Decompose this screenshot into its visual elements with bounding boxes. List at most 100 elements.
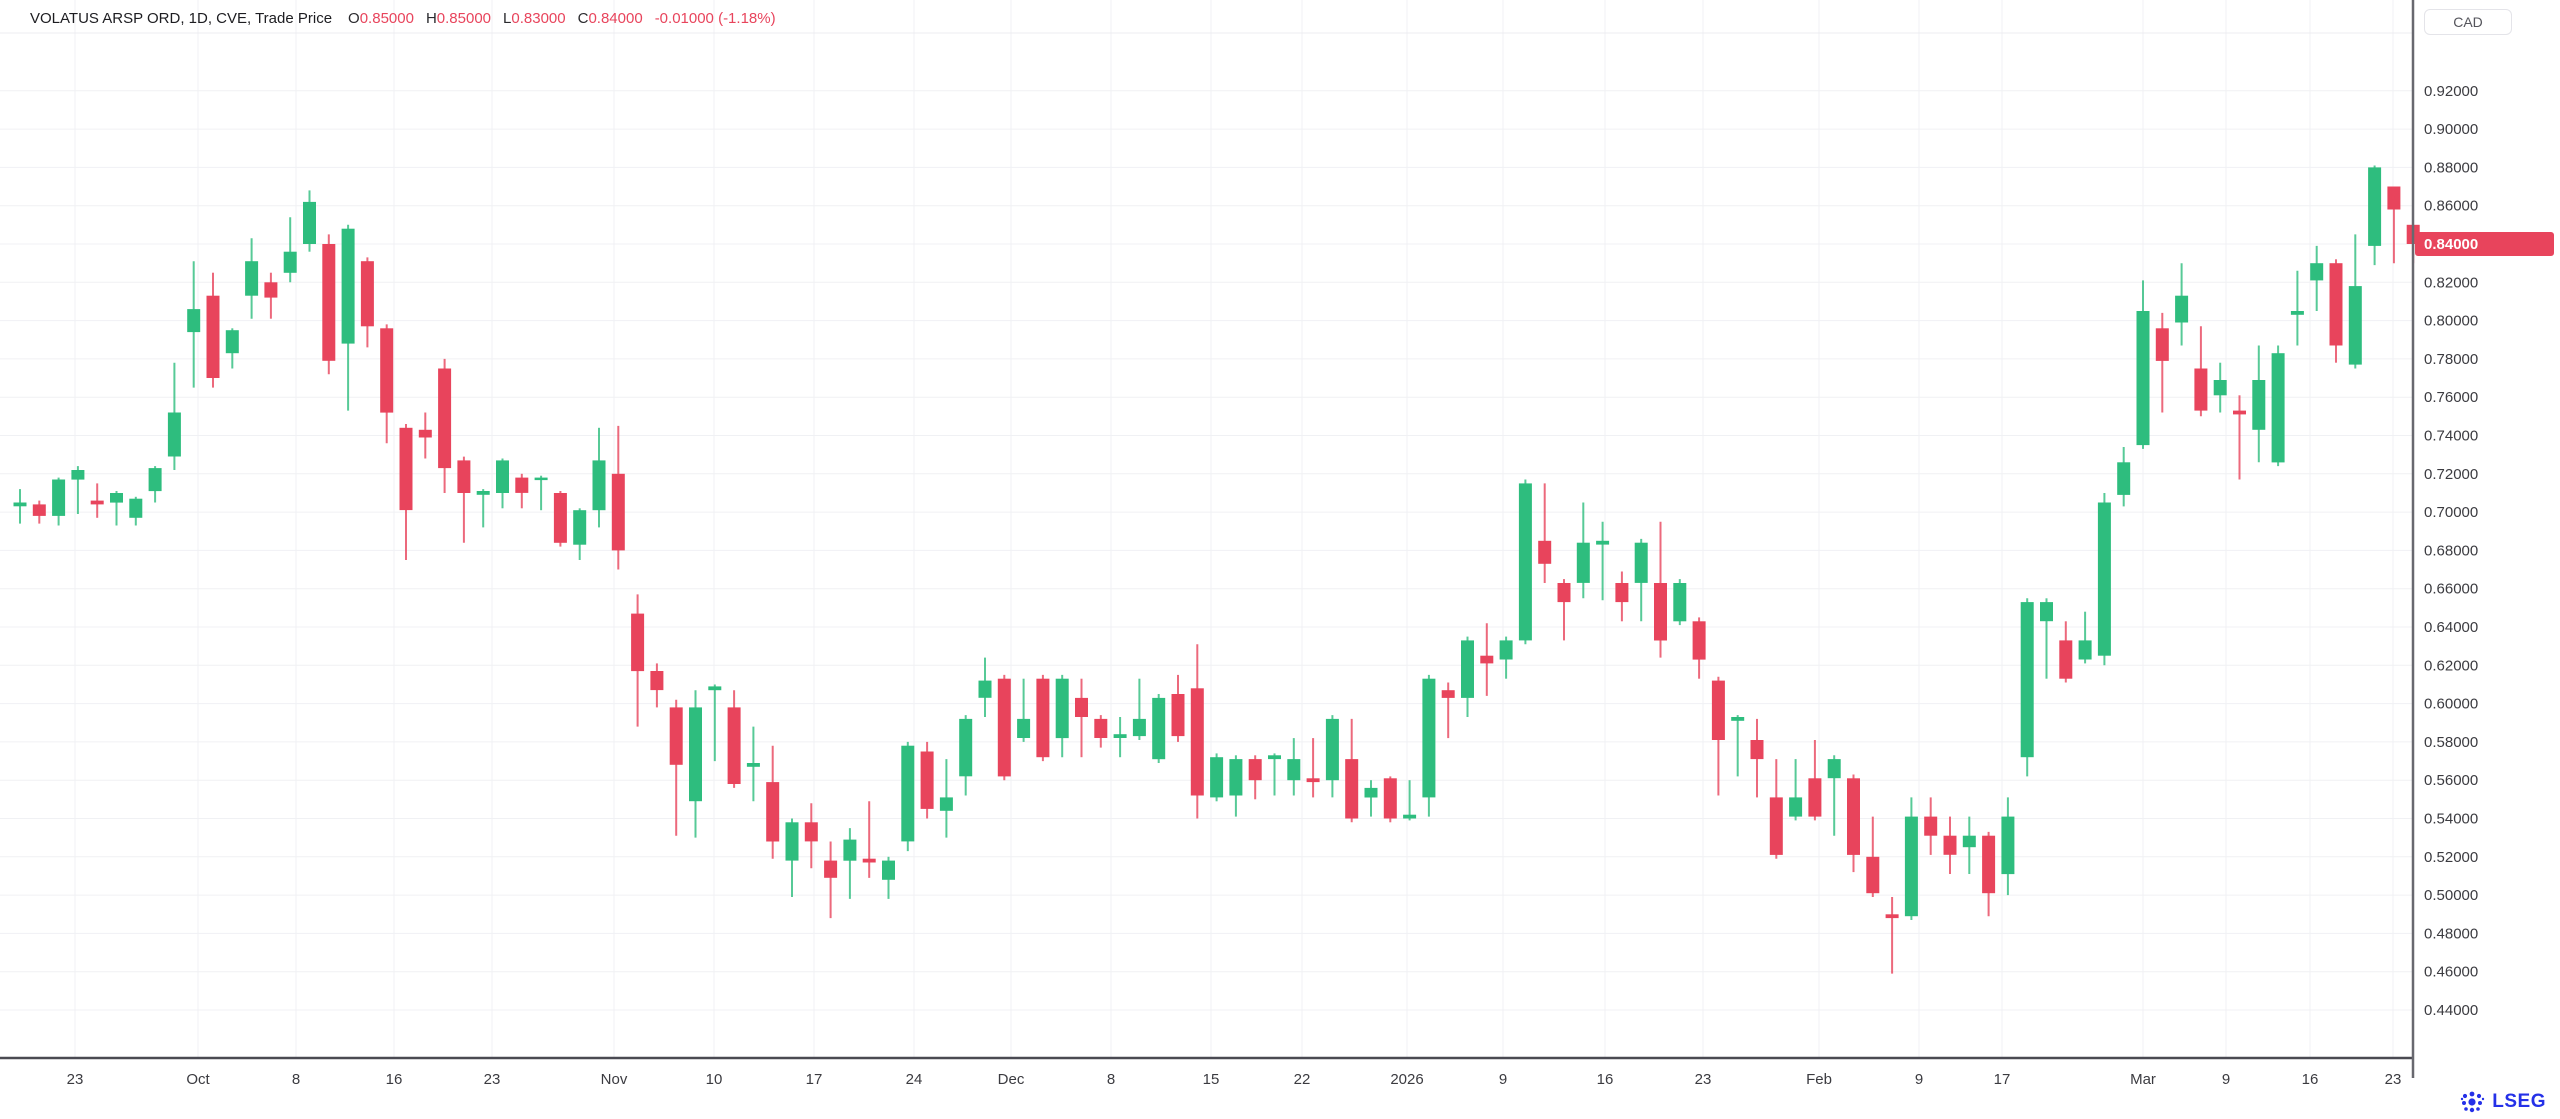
- candle: [1094, 715, 1108, 748]
- svg-text:9: 9: [1499, 1071, 1507, 1088]
- candle: [1847, 774, 1860, 873]
- candle: [2271, 345, 2285, 467]
- candle: [1962, 816, 1976, 874]
- candle: [110, 491, 123, 526]
- candle: [129, 496, 143, 526]
- candle: [245, 238, 259, 319]
- currency-chip[interactable]: CAD: [2424, 9, 2512, 35]
- candle: [2329, 259, 2343, 363]
- candle: [2213, 362, 2227, 413]
- candle: [341, 224, 355, 411]
- svg-text:9: 9: [1915, 1071, 1923, 1088]
- svg-text:0.66000: 0.66000: [2424, 581, 2478, 598]
- candle: [1287, 738, 1301, 796]
- candle: [997, 674, 1011, 781]
- svg-text:0.78000: 0.78000: [2424, 351, 2478, 368]
- svg-text:0.80000: 0.80000: [2424, 313, 2478, 330]
- candle: [785, 818, 799, 897]
- svg-text:0.62000: 0.62000: [2424, 657, 2478, 674]
- svg-text:0.68000: 0.68000: [2424, 542, 2478, 559]
- svg-text:0.54000: 0.54000: [2424, 811, 2478, 828]
- time-axis[interactable]: 23 Oct 8 16 23 Nov 10 17 24 Dec 8 15 22 2026 9 16 23 Feb 9…: [67, 1071, 2402, 1088]
- candle: [1576, 502, 1590, 599]
- candle: [1383, 776, 1397, 823]
- candle: [2252, 345, 2266, 463]
- candle: [1171, 674, 1185, 742]
- candle: [2348, 234, 2362, 369]
- svg-text:Feb: Feb: [1806, 1071, 1832, 1088]
- candle: [824, 841, 838, 919]
- candle: [1808, 740, 1822, 821]
- svg-text:0.60000: 0.60000: [2424, 696, 2478, 713]
- candle: [2387, 186, 2401, 264]
- svg-text:0.56000: 0.56000: [2424, 772, 2478, 789]
- svg-text:0.50000: 0.50000: [2424, 887, 2478, 904]
- candle: [2233, 395, 2246, 480]
- candle: [901, 741, 915, 852]
- candle: [2059, 621, 2073, 683]
- candle: [2020, 598, 2034, 777]
- svg-text:0.74000: 0.74000: [2424, 428, 2478, 445]
- candle: [1403, 780, 1417, 821]
- candle: [1229, 755, 1243, 817]
- candle: [90, 483, 104, 518]
- ohlc-high: H0.85000: [425, 9, 492, 27]
- grid: [0, 0, 2413, 1058]
- svg-text:0.90000: 0.90000: [2424, 121, 2478, 138]
- svg-text:0.52000: 0.52000: [2424, 849, 2478, 866]
- candle: [360, 257, 374, 348]
- candle: [399, 424, 413, 560]
- candle: [939, 759, 953, 838]
- svg-text:2026: 2026: [1390, 1071, 1423, 1088]
- candles: [13, 165, 2420, 974]
- svg-text:0.64000: 0.64000: [2424, 619, 2478, 636]
- candle: [2368, 165, 2382, 266]
- candle: [573, 508, 587, 560]
- svg-text:8: 8: [292, 1071, 300, 1088]
- candle: [1132, 678, 1146, 740]
- svg-text:9: 9: [2222, 1071, 2230, 1088]
- svg-text:0.70000: 0.70000: [2424, 504, 2478, 521]
- candle: [1075, 678, 1088, 758]
- ohlc-close: C0.84000: [577, 9, 643, 27]
- candle: [322, 234, 336, 375]
- candle: [1480, 623, 1494, 696]
- candle: [32, 500, 46, 524]
- svg-text:17: 17: [1994, 1071, 2011, 1088]
- lseg-lion-icon: [2461, 1091, 2485, 1113]
- svg-text:23: 23: [2385, 1071, 2402, 1088]
- candle: [2175, 263, 2189, 346]
- candle: [52, 477, 66, 526]
- svg-text:0.46000: 0.46000: [2424, 964, 2478, 981]
- svg-text:23: 23: [67, 1071, 84, 1088]
- candle: [2097, 493, 2111, 666]
- ohlc-low: L0.83000: [503, 9, 566, 27]
- candle: [13, 489, 27, 524]
- svg-text:8: 8: [1107, 1071, 1115, 1088]
- candle: [2136, 280, 2150, 449]
- candle: [187, 261, 201, 388]
- candle: [1518, 479, 1532, 645]
- chart-legend-row: VOLATUS ARSP ORD, 1D, CVE, Trade Price O…: [30, 6, 776, 30]
- candle: [283, 217, 297, 283]
- candle: [727, 690, 741, 788]
- price-axis[interactable]: 0.44000 0.46000 0.48000 0.50000 0.52000 0.540…: [2424, 83, 2478, 1019]
- candle: [1268, 753, 1281, 796]
- svg-text:0.44000: 0.44000: [2424, 1002, 2478, 1019]
- candle: [1692, 617, 1706, 679]
- candle: [1634, 538, 1648, 622]
- candle: [631, 594, 645, 727]
- candle: [1210, 753, 1224, 802]
- candle: [303, 190, 316, 252]
- candle: [1461, 636, 1474, 717]
- svg-text:Oct: Oct: [186, 1071, 210, 1088]
- candle: [1017, 678, 1031, 742]
- candle: [167, 362, 181, 470]
- currency-label: CAD: [2453, 14, 2483, 30]
- candle: [225, 328, 239, 369]
- candle: [476, 489, 490, 528]
- lseg-logo-text: LSEG: [2492, 1091, 2546, 1112]
- candle: [708, 684, 722, 762]
